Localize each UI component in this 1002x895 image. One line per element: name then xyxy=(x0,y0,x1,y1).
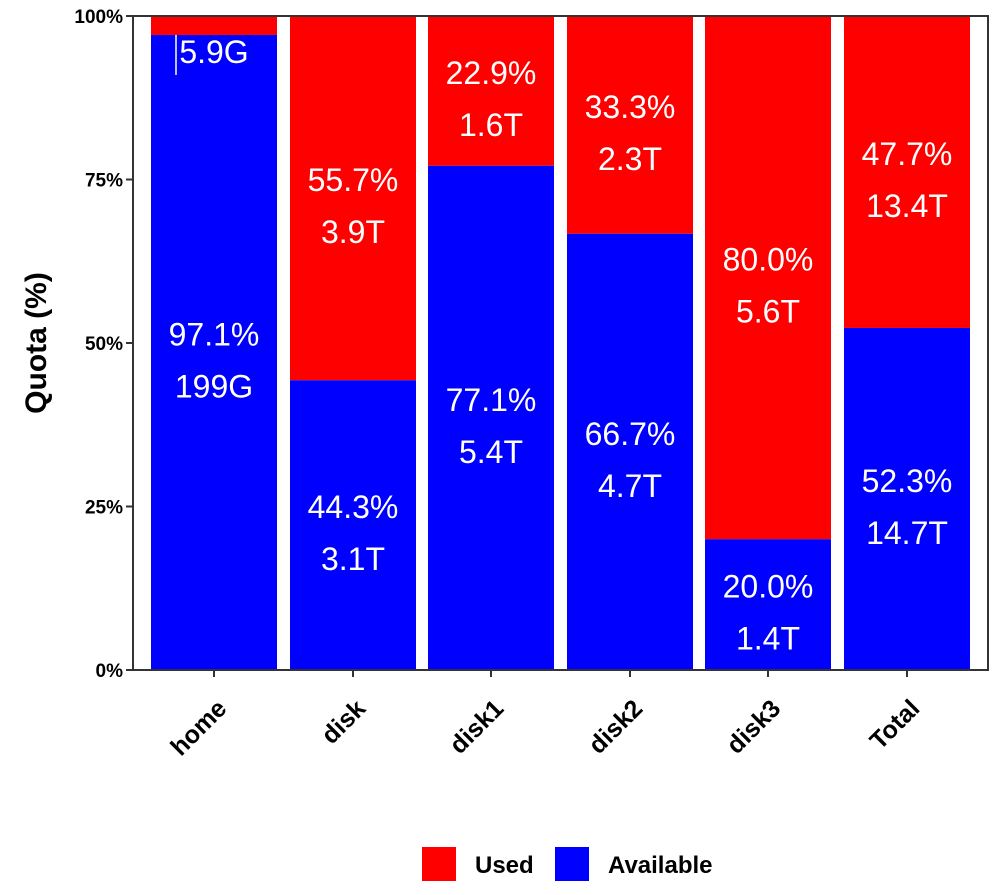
data-label-used-pct-disk3: 80.0% xyxy=(723,242,814,278)
bar-used-Total xyxy=(844,16,970,328)
bar-available-disk1 xyxy=(428,165,554,671)
legend: Used Available xyxy=(422,847,713,881)
bar-available-Total xyxy=(844,327,970,670)
data-label-used-pct-Total: 47.7% xyxy=(862,136,953,172)
data-label-available-pct-disk: 44.3% xyxy=(308,489,399,525)
data-label-used-size-Total: 13.4T xyxy=(866,188,948,224)
bar-available-disk2 xyxy=(567,233,693,671)
y-tick-label-0: 0% xyxy=(96,661,124,682)
data-label-used-pct-disk2: 33.3% xyxy=(585,89,676,125)
y-tick-label-75: 75% xyxy=(85,171,123,192)
data-label-used-size-disk1: 1.6T xyxy=(459,107,523,143)
bar-used-disk2 xyxy=(567,16,693,234)
y-tick-label-25: 25% xyxy=(85,498,123,519)
data-label-available-size-Total: 14.7T xyxy=(866,515,948,551)
bar-available-home xyxy=(151,34,277,670)
bar-used-disk3 xyxy=(705,16,831,540)
data-label-used-size-disk: 3.9T xyxy=(321,214,385,250)
data-label-available-size-disk3: 1.4T xyxy=(736,621,800,657)
data-label-available-size-home: 199G xyxy=(175,368,253,404)
bar-used-home xyxy=(151,16,277,35)
data-label-available-pct-disk2: 66.7% xyxy=(585,416,676,452)
legend-label-available: Available xyxy=(608,852,713,879)
x-tick-label-disk1: disk1 xyxy=(444,694,509,759)
legend-key-available xyxy=(555,847,589,881)
y-tick-label-50: 50% xyxy=(85,334,123,355)
data-label-used-size-disk2: 2.3T xyxy=(598,141,662,177)
y-axis-title: Quota (%) xyxy=(20,272,53,414)
data-label-used-size-home: 5.9G xyxy=(179,34,248,70)
x-tick-label-disk2: disk2 xyxy=(583,694,648,759)
data-label-available-pct-disk1: 77.1% xyxy=(446,382,537,418)
x-tick-label-disk: disk xyxy=(316,694,371,749)
legend-label-used: Used xyxy=(475,852,534,879)
bar-used-disk1 xyxy=(428,16,554,166)
legend-key-used xyxy=(422,847,456,881)
data-label-used-pct-disk1: 22.9% xyxy=(446,55,537,91)
data-label-available-size-disk1: 5.4T xyxy=(459,434,523,470)
data-label-available-pct-disk3: 20.0% xyxy=(723,569,814,605)
data-labels-layer: 97.1% 199G 5.9G 44.3% 3.1T 55.7% 3.9T 77.1% 5.4T… xyxy=(169,34,953,657)
bar-used-disk xyxy=(290,16,416,381)
data-label-used-size-disk3: 5.6T xyxy=(736,294,800,330)
data-label-available-size-disk2: 4.7T xyxy=(598,468,662,504)
x-tick-label-disk3: disk3 xyxy=(721,694,786,759)
bar-available-disk xyxy=(290,380,416,670)
data-label-available-pct-Total: 52.3% xyxy=(862,463,953,499)
data-label-available-size-disk: 3.1T xyxy=(321,541,385,577)
data-label-available-pct-home: 97.1% xyxy=(169,316,260,352)
y-tick-label-100: 100% xyxy=(74,7,123,28)
bar-available-disk3 xyxy=(705,539,831,670)
data-label-used-pct-disk: 55.7% xyxy=(308,162,399,198)
x-tick-label-home: home xyxy=(165,694,232,761)
bars-layer xyxy=(151,16,970,671)
x-tick-label-Total: Total xyxy=(865,694,926,755)
